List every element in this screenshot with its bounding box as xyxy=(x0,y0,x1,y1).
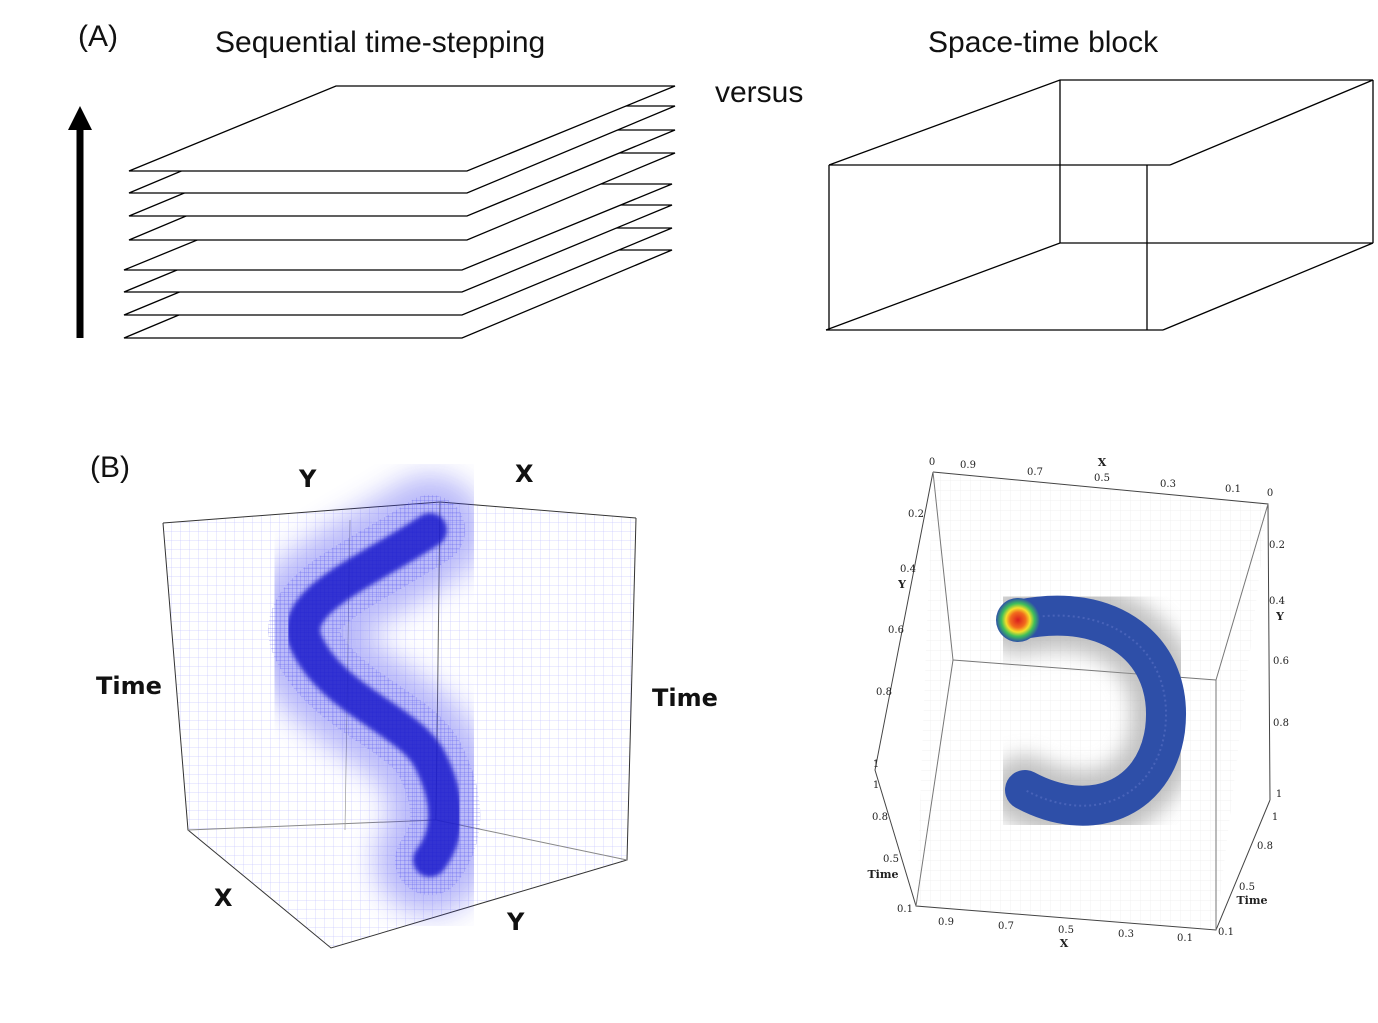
space-time-block xyxy=(825,79,1374,331)
cube-right-time-label: Time xyxy=(652,684,718,712)
top-x-tick: 0 xyxy=(929,457,935,468)
right-time-tick: 0.8 xyxy=(1257,841,1273,852)
top-x-axis-label: X xyxy=(1098,456,1107,469)
left-y-tick: 1 xyxy=(873,759,879,770)
cube-top-x-label: X xyxy=(515,460,534,488)
top-x-tick: 0.5 xyxy=(1094,473,1110,484)
volume-cube-ticks: 0 0.9 0.7 0.5 0.3 0.1 0 X 0.2 0.4 0.6 0.8 1 Y 0.2 0.4 0.… xyxy=(867,456,1288,950)
versus-label: versus xyxy=(715,76,804,109)
spacetime-title: Space-time block xyxy=(928,26,1159,59)
top-x-tick: 0.9 xyxy=(960,460,976,471)
right-time-tick: 1 xyxy=(1272,812,1278,823)
left-time-tick: 0.8 xyxy=(872,812,888,823)
left-time-tick: 0.1 xyxy=(897,904,913,915)
bottom-x-tick: 0.5 xyxy=(1058,925,1074,936)
time-slab-1 xyxy=(128,85,676,172)
right-y-tick: 0.2 xyxy=(1269,540,1285,551)
left-y-tick: 0.2 xyxy=(908,509,924,520)
time-arrow xyxy=(68,106,92,338)
top-x-tick: 0 xyxy=(1267,488,1273,499)
right-y-tick: 0.4 xyxy=(1269,596,1285,607)
bottom-x-tick: 0.3 xyxy=(1118,929,1134,940)
left-time-tick: 1 xyxy=(873,780,879,791)
right-y-tick: 0.6 xyxy=(1273,656,1289,667)
right-time-axis-label: Time xyxy=(1236,894,1267,907)
cube-top-y-label: Y xyxy=(299,465,317,493)
left-y-tick: 0.6 xyxy=(888,625,904,636)
right-y-tick: 1 xyxy=(1276,789,1282,800)
top-x-tick: 0.1 xyxy=(1225,484,1241,495)
panel-a-label: (A) xyxy=(78,20,118,53)
bottom-x-tick: 0.7 xyxy=(998,921,1014,932)
right-y-axis-label: Y xyxy=(1275,610,1284,623)
time-slab-stack xyxy=(123,85,676,339)
sequential-title: Sequential time-stepping xyxy=(215,26,546,59)
top-x-tick: 0.7 xyxy=(1027,467,1043,478)
bottom-x-axis-label: X xyxy=(1060,937,1069,950)
left-time-tick: 0.5 xyxy=(883,854,899,865)
right-time-tick: 0.1 xyxy=(1218,927,1234,938)
left-y-tick: 0.8 xyxy=(876,687,892,698)
left-y-axis-label: Y xyxy=(897,578,906,591)
left-y-tick: 0.4 xyxy=(900,564,916,575)
panel-b-label: (B) xyxy=(90,451,130,484)
cube-bottom-x-label: X xyxy=(214,884,233,912)
right-time-tick: 0.5 xyxy=(1239,882,1255,893)
bottom-x-tick: 0.9 xyxy=(938,917,954,928)
cube-bottom-y-label: Y xyxy=(507,908,525,936)
top-x-tick: 0.3 xyxy=(1160,479,1176,490)
cube-left-time-label: Time xyxy=(96,672,162,700)
right-y-tick: 0.8 xyxy=(1273,718,1289,729)
bottom-x-tick: 0.1 xyxy=(1177,933,1193,944)
left-time-axis-label: Time xyxy=(867,868,898,881)
